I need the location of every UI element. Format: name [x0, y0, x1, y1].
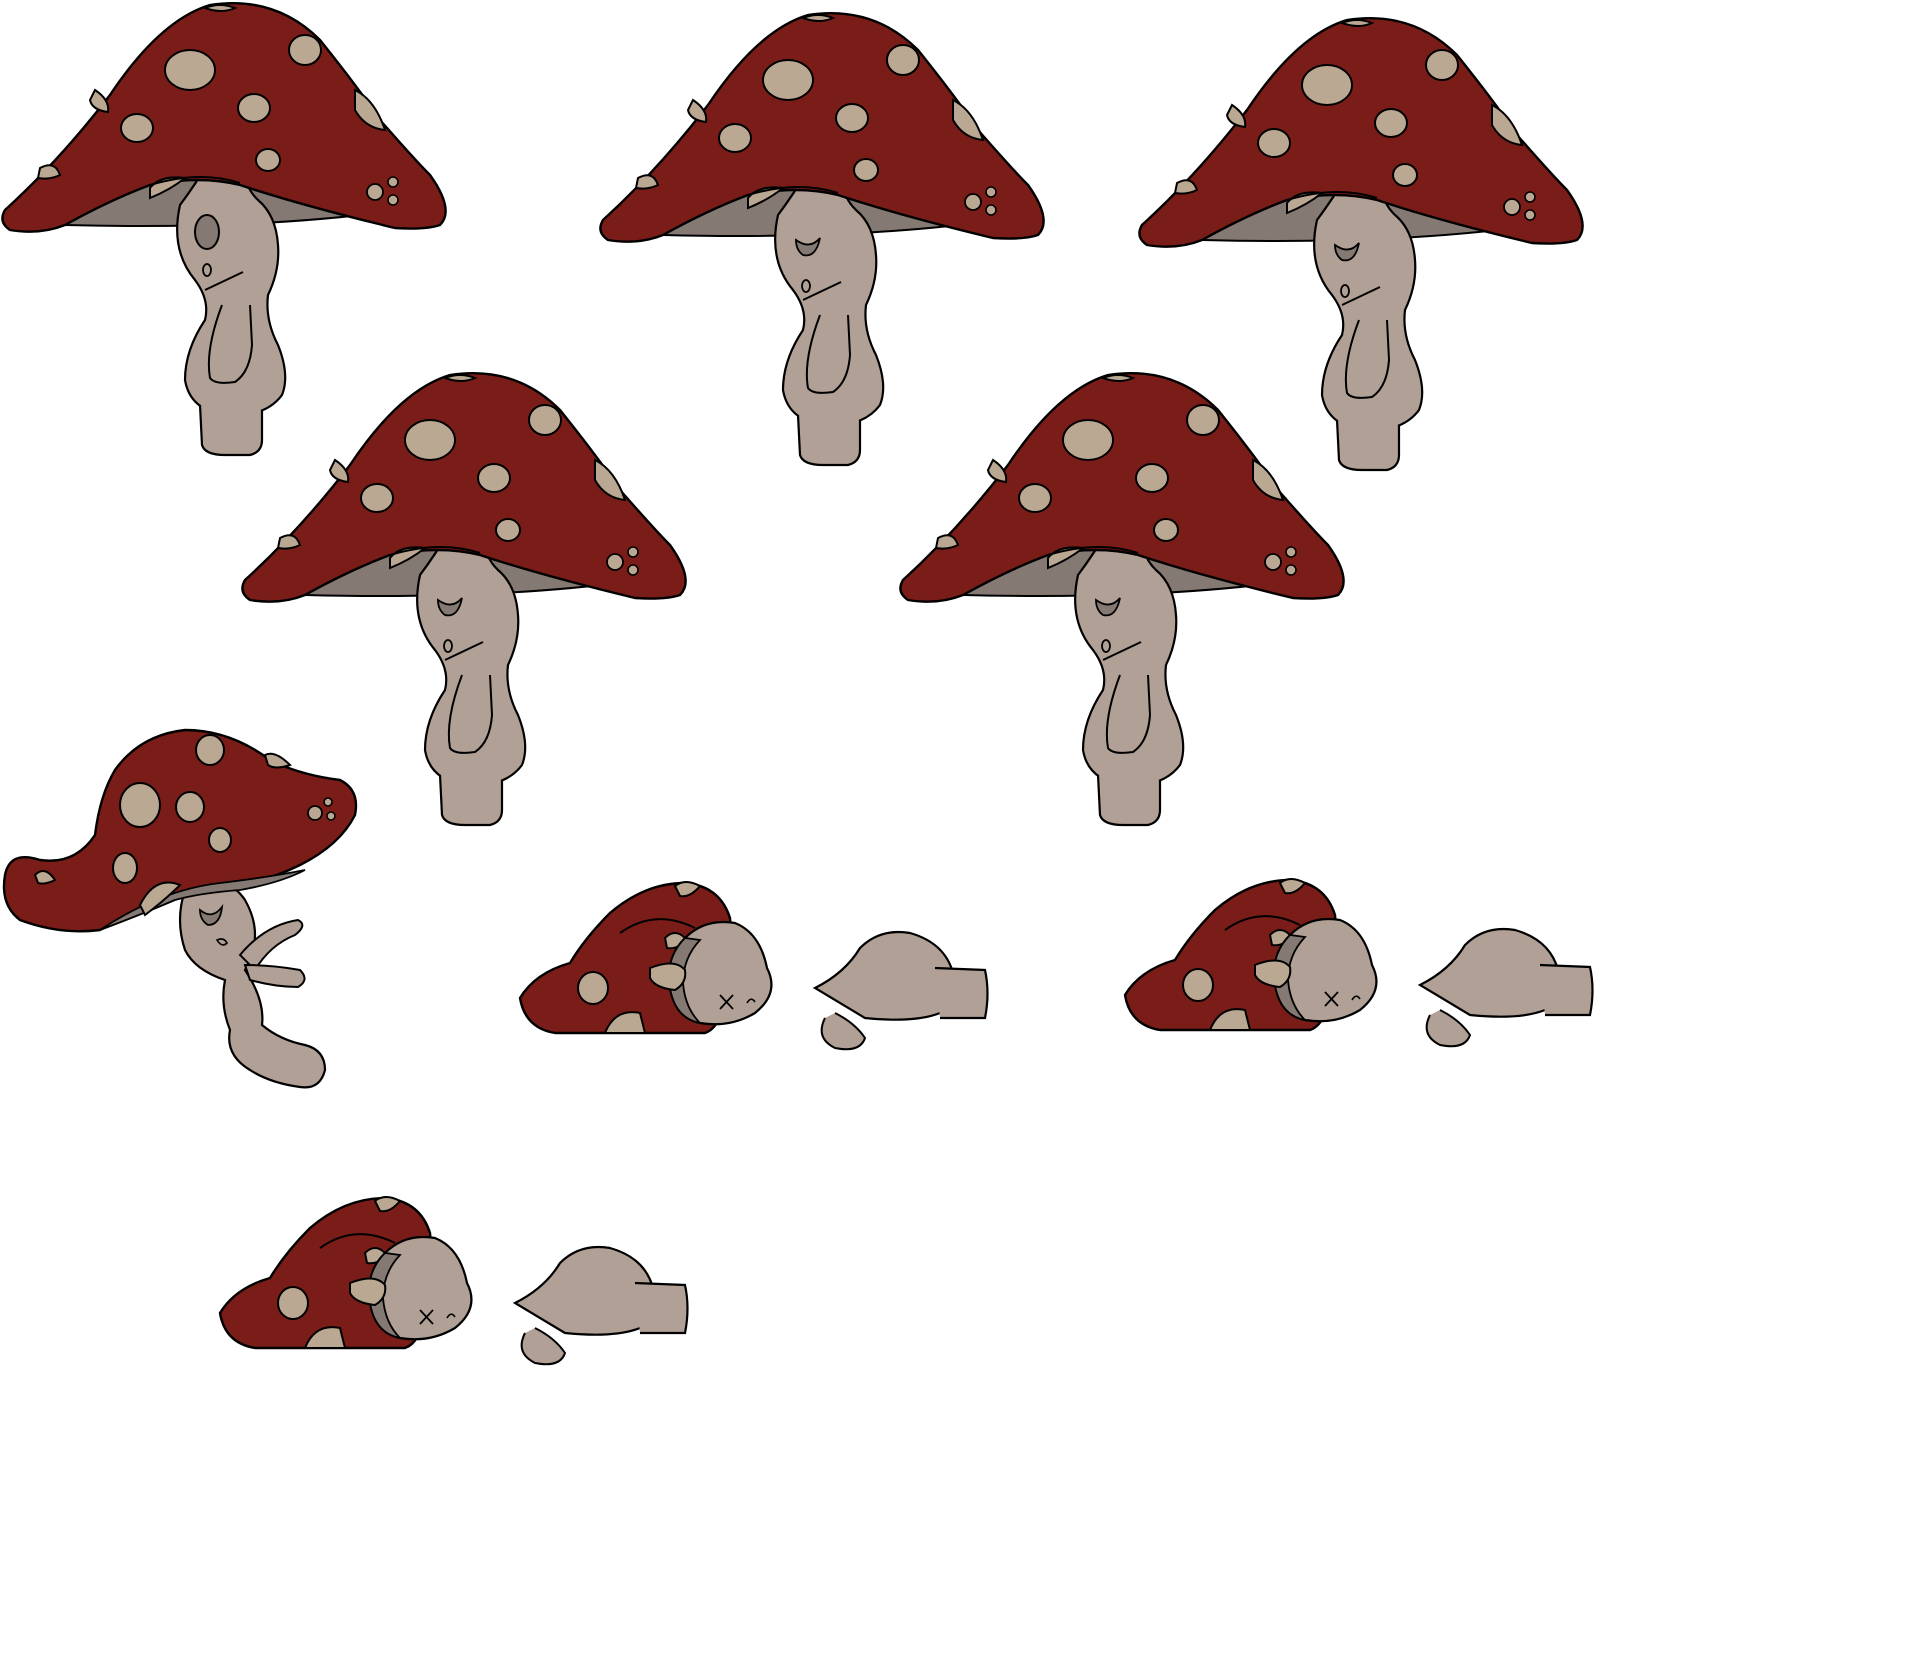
fall-frame-1 — [2, 728, 358, 1089]
knocked-out-frame-2 — [1123, 877, 1594, 1048]
stand-frame-2 — [599, 11, 1045, 467]
stand-frame-1 — [1, 1, 447, 457]
knocked-out-frame-3 — [218, 1195, 689, 1366]
knocked-out-frame-1 — [518, 880, 989, 1051]
stand-frame-4 — [241, 371, 687, 827]
stand-frame-5 — [899, 371, 1345, 827]
